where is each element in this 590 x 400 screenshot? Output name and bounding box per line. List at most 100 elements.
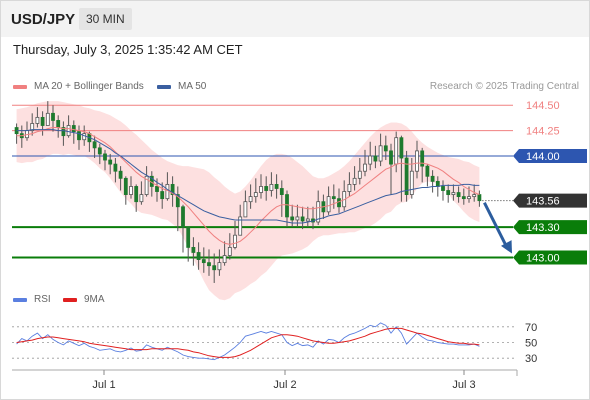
rsi-tick-label: 70 — [525, 322, 537, 334]
candle-body — [40, 116, 45, 126]
candle — [472, 184, 477, 202]
ma9-swatch — [63, 297, 77, 302]
candle — [441, 180, 445, 201]
x-tick-label: Jul 2 — [273, 379, 296, 391]
ma50-swatch — [157, 84, 171, 89]
candle — [243, 190, 248, 218]
candle-body — [409, 170, 414, 195]
candle — [118, 166, 123, 191]
candle-body — [56, 120, 61, 128]
candle — [409, 158, 414, 199]
candle-body — [243, 201, 248, 218]
candle — [97, 143, 102, 165]
candle-body — [430, 175, 435, 182]
candle-body — [425, 165, 430, 177]
candle-body — [227, 246, 232, 256]
ma50-line — [16, 129, 480, 224]
candle — [212, 253, 217, 283]
credit-label: Research © 2025 Trading Central — [429, 81, 579, 92]
candle-body — [446, 190, 451, 195]
candle-body — [123, 177, 128, 195]
candle-body — [82, 133, 87, 141]
candle — [40, 111, 45, 136]
rsi-line — [16, 322, 480, 361]
candle — [207, 249, 211, 276]
price-label-support: 143.00 — [513, 250, 587, 265]
candle-body — [295, 216, 300, 221]
candle — [103, 149, 107, 171]
candle — [378, 133, 383, 167]
candle — [134, 184, 139, 212]
legend-ma20: MA 20 + Bollinger Bands — [13, 81, 144, 92]
candle — [186, 226, 191, 262]
candle — [383, 135, 388, 161]
candle-body — [259, 186, 263, 193]
candle — [264, 176, 269, 201]
candle-body — [357, 170, 362, 179]
candle-body — [175, 194, 180, 208]
candle-body — [264, 186, 269, 191]
ma20-swatch — [13, 84, 27, 89]
price-label-box — [513, 220, 587, 235]
candle-body — [144, 175, 149, 195]
candle — [331, 184, 336, 209]
interval-badge[interactable]: 30 MIN — [79, 8, 132, 30]
candle-body — [420, 150, 425, 167]
candle-body — [472, 194, 477, 198]
candle-body — [77, 131, 81, 141]
candle — [139, 181, 144, 205]
candle — [300, 206, 305, 230]
x-tick-label: Jul 1 — [92, 379, 115, 391]
candle — [191, 237, 196, 266]
candle — [170, 176, 175, 207]
candle — [357, 158, 362, 185]
candle — [113, 158, 118, 183]
candle — [201, 247, 206, 273]
candle — [45, 101, 50, 126]
candle-body — [383, 145, 388, 152]
candle — [456, 186, 461, 203]
candle — [248, 184, 253, 209]
candle-body — [186, 226, 191, 248]
rsi-ma9-line — [16, 327, 480, 358]
candle-body — [222, 255, 227, 264]
candle-body — [279, 188, 284, 195]
candle-body — [92, 141, 97, 149]
candle-body — [238, 216, 243, 236]
candle-body — [108, 159, 113, 165]
candle-body — [248, 196, 253, 203]
candle-body — [45, 112, 50, 126]
candle — [274, 174, 279, 199]
candle-body — [181, 206, 185, 228]
legend-ma9: 9MA — [63, 294, 105, 305]
candle-body — [415, 150, 419, 172]
candle-body — [103, 153, 107, 161]
candle-body — [155, 186, 159, 192]
price-label-box — [513, 148, 587, 163]
candle — [461, 188, 466, 205]
candle-body — [435, 180, 440, 187]
candle — [430, 170, 435, 193]
candle-body — [61, 127, 66, 137]
candle — [363, 149, 367, 177]
candle — [420, 147, 425, 183]
datetime-label: Thursday, July 3, 2025 1:35:42 AM CET — [13, 42, 243, 57]
candle — [305, 206, 310, 228]
candle-body — [160, 191, 165, 200]
candle-body — [201, 259, 206, 264]
candle-body — [217, 262, 222, 271]
candle-body — [285, 194, 289, 218]
candle — [269, 172, 274, 197]
candle-body — [274, 184, 279, 189]
candle-body — [316, 201, 321, 223]
candle-body — [113, 163, 118, 172]
candle — [160, 182, 165, 209]
candle-body — [139, 194, 144, 203]
candle — [35, 107, 40, 128]
rsi-tick-label: 30 — [525, 353, 537, 365]
price-label-text: 143.00 — [526, 253, 560, 265]
candle — [227, 233, 232, 260]
price-label-current: 143.56 — [513, 193, 587, 208]
